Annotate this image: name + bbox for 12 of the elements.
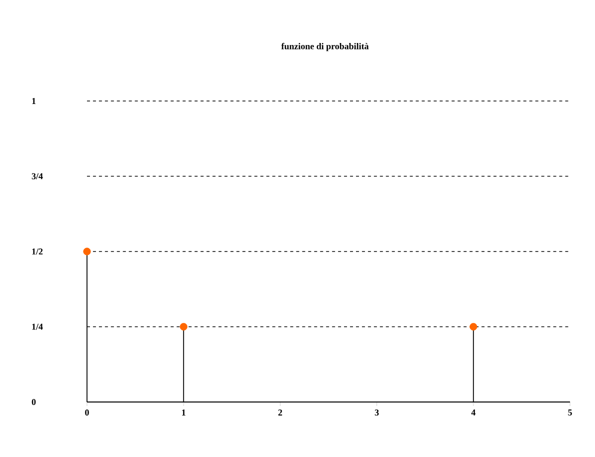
x-tick-label: 5 [568, 410, 572, 416]
x-tick-label: 1 [182, 410, 186, 416]
y-tick-label: 1/4 [32, 324, 43, 330]
x-tick-label: 3 [374, 410, 379, 416]
y-tick-label: 1/2 [32, 248, 43, 255]
y-tick-label: 3/4 [32, 173, 43, 180]
y-tick-label: 1 [32, 98, 36, 104]
y-tick-label: 0 [32, 398, 36, 406]
x-tick-label: 4 [471, 410, 476, 416]
x-tick-label: 2 [278, 410, 282, 416]
chart-title: funzione di probabilità [281, 42, 369, 52]
x-tick-label: 0 [85, 410, 89, 416]
